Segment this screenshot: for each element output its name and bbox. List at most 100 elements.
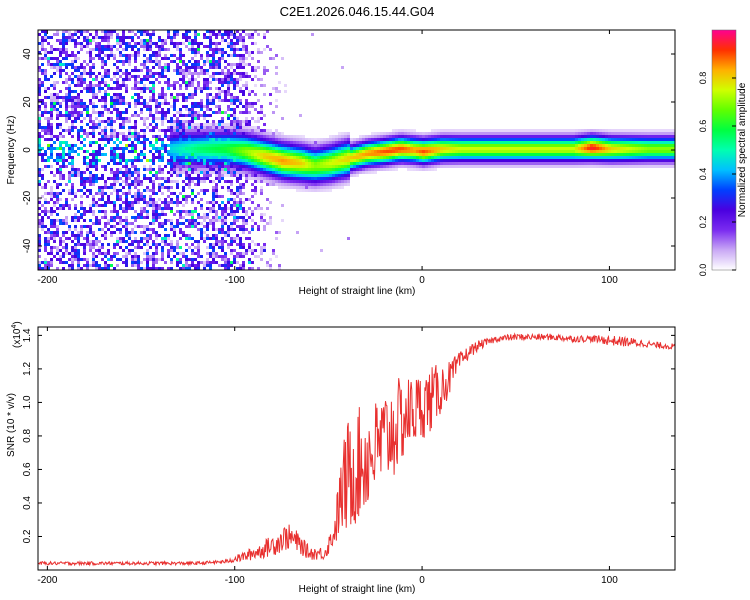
heatmap-cell [512, 156, 515, 159]
heatmap-cell [341, 180, 344, 183]
heatmap-cell [98, 264, 101, 267]
heatmap-cell [83, 72, 86, 75]
heatmap-cell [218, 159, 221, 162]
heatmap-cell [86, 90, 89, 93]
heatmap-cell [44, 159, 47, 162]
heatmap-cell [185, 219, 188, 222]
heatmap-cell [101, 174, 104, 177]
heatmap-cell [251, 240, 254, 243]
heatmap-cell [272, 141, 275, 144]
heatmap-cell [233, 42, 236, 45]
heatmap-cell [98, 198, 101, 201]
heatmap-cell [239, 171, 242, 174]
heatmap-cell [74, 99, 77, 102]
heatmap-cell [155, 231, 158, 234]
heatmap-cell [209, 255, 212, 258]
heatmap-cell [41, 30, 44, 33]
heatmap-cell [92, 57, 95, 60]
heatmap-cell [242, 66, 245, 69]
heatmap-cell [47, 63, 50, 66]
heatmap-cell [152, 66, 155, 69]
heatmap-cell [119, 111, 122, 114]
heatmap-cell [137, 267, 140, 270]
heatmap-cell [314, 165, 317, 168]
heatmap-cell [62, 39, 65, 42]
heatmap-cell [209, 264, 212, 267]
heatmap-cell [239, 87, 242, 90]
heatmap-cell [116, 81, 119, 84]
heatmap-cell [134, 183, 137, 186]
heatmap-cell [347, 144, 350, 147]
heatmap-cell [92, 72, 95, 75]
heatmap-cell [233, 237, 236, 240]
heatmap-cell [134, 198, 137, 201]
heatmap-cell [470, 147, 473, 150]
heatmap-cell [239, 36, 242, 39]
heatmap-cell [125, 135, 128, 138]
heatmap-cell [443, 138, 446, 141]
heatmap-cell [266, 264, 269, 267]
heatmap-cell [47, 180, 50, 183]
heatmap-cell [206, 225, 209, 228]
heatmap-cell [47, 129, 50, 132]
heatmap-cell [107, 30, 110, 33]
heatmap-cell [185, 108, 188, 111]
heatmap-cell [125, 228, 128, 231]
heatmap-cell [158, 81, 161, 84]
heatmap-cell [98, 120, 101, 123]
heatmap-cell [191, 102, 194, 105]
heatmap-cell [59, 69, 62, 72]
heatmap-cell [176, 243, 179, 246]
heatmap-cell [146, 258, 149, 261]
heatmap-cell [185, 144, 188, 147]
heatmap-cell [131, 159, 134, 162]
heatmap-cell [128, 171, 131, 174]
heatmap-cell [182, 264, 185, 267]
heatmap-cell [536, 135, 539, 138]
heatmap-cell [38, 66, 41, 69]
heatmap-cell [149, 198, 152, 201]
heatmap-cell [218, 204, 221, 207]
heatmap-cell [62, 240, 65, 243]
heatmap-cell [224, 147, 227, 150]
heatmap-cell [62, 252, 65, 255]
heatmap-cell [107, 249, 110, 252]
heatmap-cell [209, 201, 212, 204]
heatmap-cell [38, 126, 41, 129]
heatmap-cell [404, 159, 407, 162]
heatmap-cell [425, 156, 428, 159]
heatmap-cell [179, 87, 182, 90]
heatmap-cell [458, 153, 461, 156]
heatmap-cell [53, 135, 56, 138]
heatmap-cell [200, 99, 203, 102]
heatmap-cell [71, 72, 74, 75]
heatmap-cell [368, 162, 371, 165]
heatmap-cell [83, 108, 86, 111]
heatmap-cell [137, 96, 140, 99]
heatmap-cell [194, 39, 197, 42]
heatmap-cell [101, 60, 104, 63]
heatmap-cell [119, 102, 122, 105]
heatmap-cell [497, 153, 500, 156]
heatmap-cell [392, 156, 395, 159]
heatmap-cell [128, 135, 131, 138]
heatmap-cell [350, 147, 353, 150]
heatmap-cell [176, 72, 179, 75]
heatmap-cell [188, 72, 191, 75]
heatmap-cell [254, 159, 257, 162]
heatmap-cell [101, 258, 104, 261]
heatmap-cell [491, 150, 494, 153]
heatmap-cell [266, 45, 269, 48]
heatmap-cell [137, 102, 140, 105]
heatmap-cell [92, 153, 95, 156]
heatmap-cell [98, 222, 101, 225]
heatmap-cell [44, 96, 47, 99]
heatmap-cell [50, 75, 53, 78]
heatmap-cell [65, 42, 68, 45]
heatmap-cell [245, 141, 248, 144]
heatmap-cell [422, 144, 425, 147]
heatmap-cell [272, 171, 275, 174]
heatmap-cell [398, 156, 401, 159]
heatmap-cell [200, 132, 203, 135]
heatmap-cell [212, 102, 215, 105]
